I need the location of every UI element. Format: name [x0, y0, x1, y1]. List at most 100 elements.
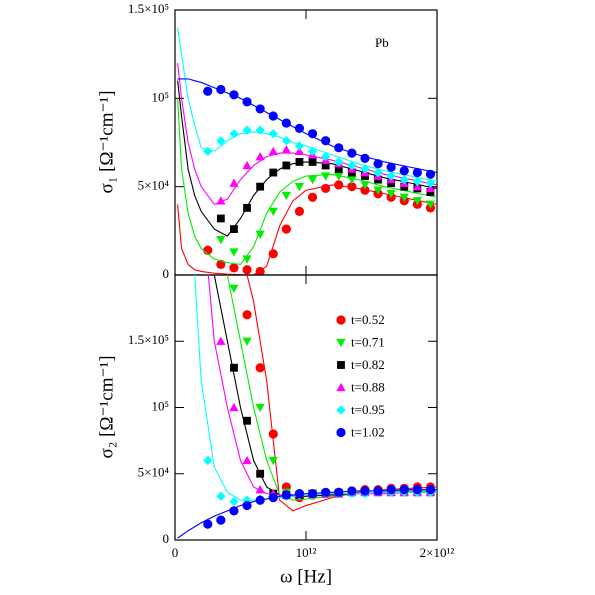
y-tick-label: 10⁵	[151, 398, 169, 413]
data-point	[281, 144, 291, 154]
data-point	[334, 165, 343, 173]
data-point	[321, 152, 331, 162]
x-axis-label: ω [Hz]	[280, 566, 332, 587]
data-point	[243, 203, 251, 212]
legend-marker	[336, 315, 346, 325]
x-tick-label: 2×10¹²	[420, 545, 455, 560]
data-point	[242, 97, 252, 107]
data-point	[268, 111, 278, 121]
data-point	[399, 485, 409, 495]
data-point	[321, 183, 331, 194]
data-point	[203, 455, 213, 466]
data-point	[229, 496, 239, 507]
data-point	[425, 200, 436, 209]
data-point	[347, 182, 357, 192]
data-point	[425, 178, 436, 188]
data-point	[255, 125, 265, 135]
legend-marker	[336, 405, 346, 415]
legend-marker	[336, 338, 346, 348]
data-point	[203, 146, 213, 156]
data-point	[268, 456, 278, 466]
data-point	[307, 489, 318, 499]
y-tick-label: 1.5×10⁵	[128, 1, 169, 16]
data-point	[360, 181, 370, 190]
data-point	[216, 136, 226, 146]
data-point	[268, 129, 278, 139]
legend-label: t=0.88	[351, 379, 385, 394]
data-point	[216, 515, 226, 525]
data-point	[373, 486, 383, 496]
data-point	[360, 486, 370, 496]
data-point	[229, 129, 239, 139]
x-tick-label: 0	[172, 545, 179, 560]
data-point	[281, 191, 291, 201]
plot-frame	[174, 274, 438, 541]
fit-line	[246, 275, 437, 512]
data-point	[242, 337, 252, 346]
y-axis-label: σ₁ [Ω⁻¹cm⁻¹]	[96, 90, 117, 193]
plot-area	[177, 275, 437, 539]
fit-line	[226, 275, 437, 501]
y-tick-label: 0	[163, 266, 170, 281]
data-point	[307, 175, 318, 185]
data-point	[256, 182, 265, 191]
y-tick-label: 5×10⁴	[138, 465, 170, 480]
data-point	[307, 129, 318, 139]
data-point	[255, 485, 265, 494]
data-point	[216, 491, 226, 501]
data-point	[256, 469, 265, 478]
data-point	[269, 168, 278, 177]
data-point	[425, 485, 436, 495]
data-point	[255, 495, 265, 505]
data-point	[255, 152, 265, 161]
x-tick-label: 10¹²	[296, 545, 317, 560]
data-point	[294, 123, 305, 133]
data-point	[255, 230, 265, 239]
data-point	[294, 182, 305, 192]
data-point	[412, 182, 422, 191]
data-point	[281, 118, 291, 128]
data-point	[294, 206, 305, 216]
data-point	[282, 161, 291, 170]
data-point	[412, 485, 422, 495]
data-point	[294, 146, 305, 156]
annotation: Pb	[375, 35, 389, 50]
data-point	[412, 197, 422, 206]
data-point	[229, 402, 239, 412]
data-point	[255, 403, 265, 413]
data-point	[203, 86, 213, 96]
data-point	[229, 506, 239, 516]
data-point	[425, 183, 436, 193]
data-point	[255, 266, 265, 275]
data-point	[242, 125, 252, 135]
fit-line	[207, 275, 437, 496]
fit-line	[177, 98, 437, 265]
data-point	[347, 148, 357, 158]
data-point	[229, 248, 239, 257]
data-point	[321, 487, 331, 497]
data-point	[255, 104, 265, 114]
data-point	[386, 485, 396, 495]
legend-label: t=0.95	[351, 402, 385, 417]
data-point	[230, 225, 238, 233]
data-point	[230, 363, 238, 372]
data-point	[268, 146, 278, 156]
y-tick-label: 1.5×10⁵	[128, 332, 169, 347]
data-point	[347, 175, 357, 185]
data-point	[334, 143, 344, 153]
data-point	[229, 284, 239, 293]
data-point	[308, 158, 317, 166]
data-point	[386, 162, 396, 172]
data-point	[373, 159, 383, 169]
fit-line	[213, 275, 437, 497]
data-point	[347, 160, 357, 171]
y-axis-label: σ₂ [Ω⁻¹cm⁻¹]	[96, 355, 117, 458]
data-point	[294, 489, 305, 499]
fit-line	[194, 275, 437, 501]
data-point	[255, 363, 265, 373]
legend-marker	[336, 427, 346, 438]
data-point	[321, 172, 331, 181]
plot-frame	[174, 9, 438, 276]
data-point	[229, 178, 239, 187]
